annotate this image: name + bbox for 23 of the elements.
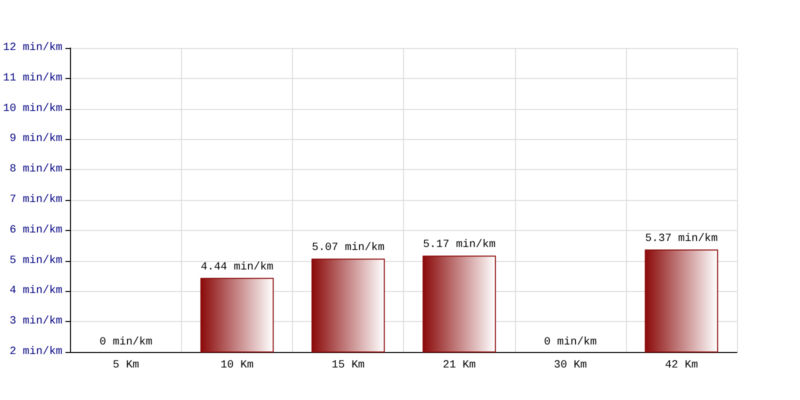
- data-label: 5.17 min/km: [422, 239, 496, 252]
- x-tick-label: 10 Km: [220, 360, 254, 372]
- y-tick-label: 10 min/km: [2, 102, 63, 115]
- x-tick-label: 5 Km: [112, 360, 140, 372]
- y-tick-label: 7 min/km: [10, 194, 63, 206]
- y-tick-label: 11 min/km: [2, 72, 63, 84]
- x-tick-label: 21 Km: [442, 360, 476, 372]
- text: 0 min/km: [100, 336, 152, 348]
- y-tick-label: 9 min/km: [10, 133, 63, 146]
- x-tick-label: 42 Km: [664, 360, 698, 372]
- y-tick-label: 4 min/km: [10, 285, 63, 298]
- y-tick-label: 3 min/km: [10, 316, 63, 328]
- y-tick-label: 5 min/km: [10, 254, 63, 267]
- data-label: 5.37 min/km: [645, 233, 718, 246]
- y-tick-label: 12 min/km: [2, 42, 63, 54]
- text: 0 min/km: [544, 336, 597, 348]
- y-tick-label: 6 min/km: [10, 224, 63, 236]
- x-tick-label: 30 Km: [554, 360, 588, 372]
- x-tick-label: 15 Km: [332, 360, 366, 372]
- y-tick-label: 2 min/km: [10, 346, 63, 358]
- data-label: 5.07 min/km: [312, 242, 385, 254]
- y-tick-label: 8 min/km: [10, 164, 63, 176]
- data-label: 4.44 min/km: [200, 261, 274, 274]
